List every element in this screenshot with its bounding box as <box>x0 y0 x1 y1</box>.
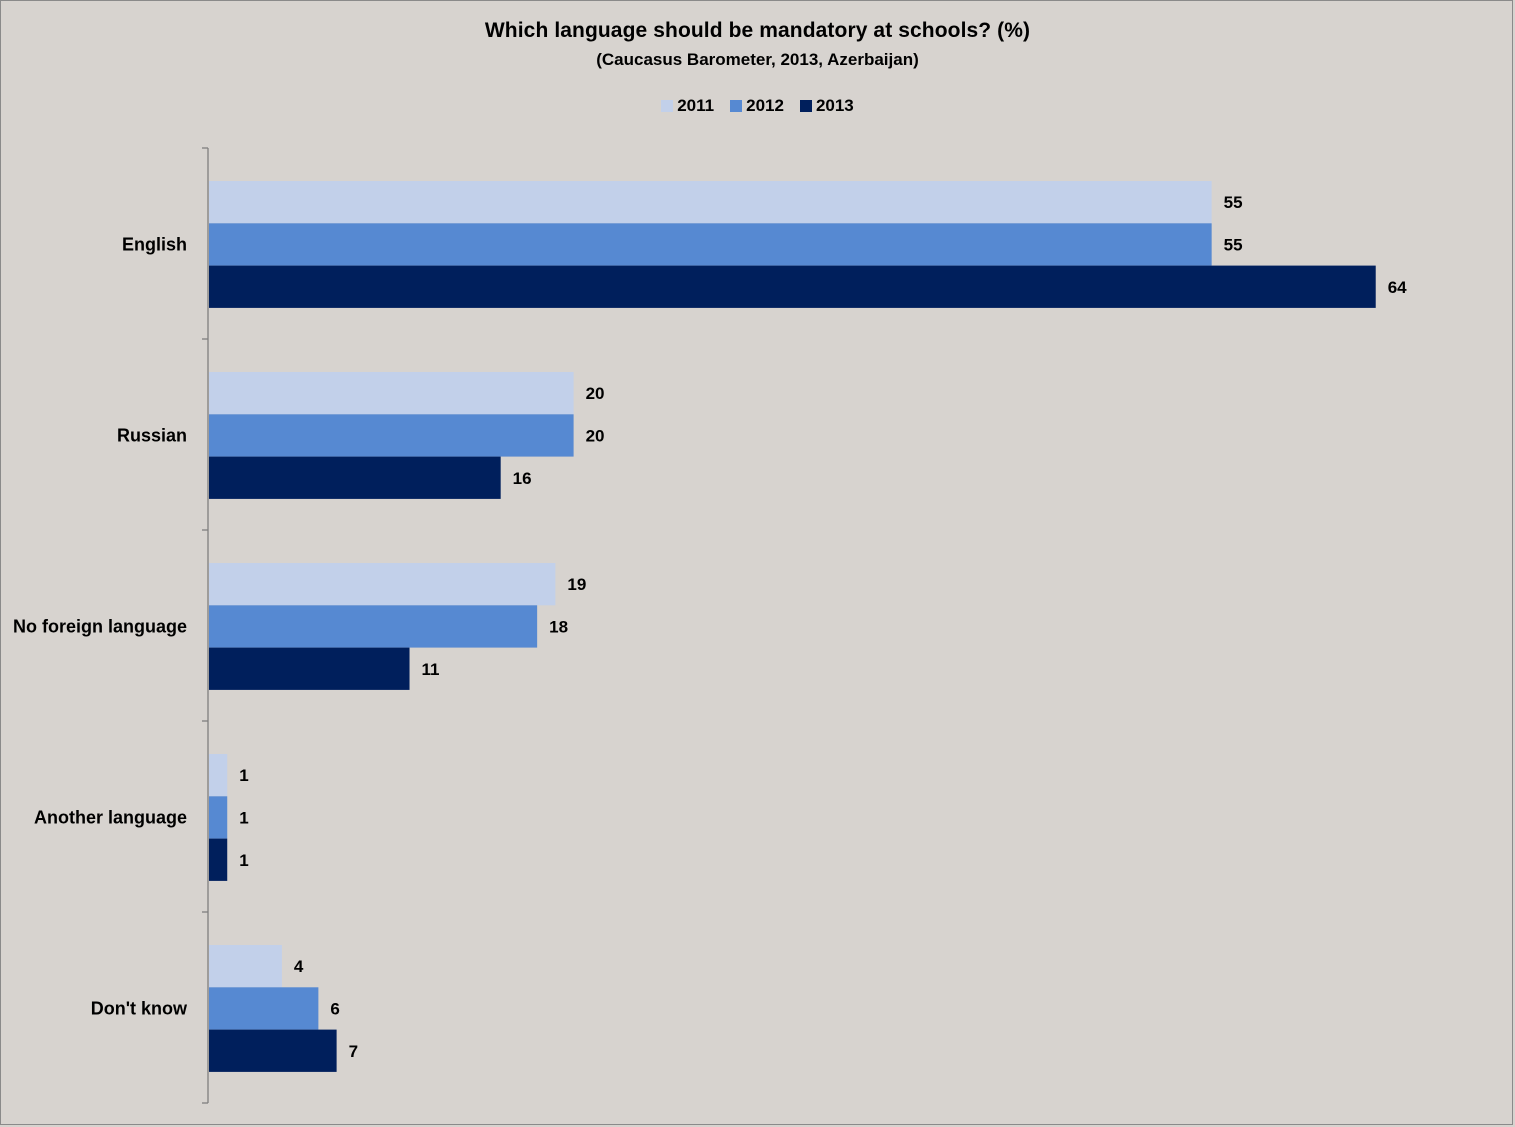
data-label: 7 <box>349 1042 358 1061</box>
data-label: 55 <box>1224 235 1243 254</box>
data-label: 16 <box>513 469 532 488</box>
chart-title: Which language should be mandatory at sc… <box>484 19 1031 42</box>
bar-2013 <box>209 1029 337 1072</box>
bar-2013 <box>209 265 1376 308</box>
data-label: 18 <box>549 617 568 636</box>
bar-2012 <box>209 987 319 1030</box>
bar-2012 <box>209 605 538 648</box>
legend-label-2013: 2013 <box>815 96 854 115</box>
legend-item-2013: 2013 <box>799 96 854 116</box>
category-label: Another language <box>34 807 187 827</box>
category-label: Don't know <box>91 998 188 1018</box>
legend-swatch-2013 <box>799 100 812 112</box>
data-label: 6 <box>330 999 339 1018</box>
data-label: 1 <box>239 851 248 870</box>
bar-2012 <box>209 796 228 839</box>
data-label: 55 <box>1224 193 1243 212</box>
data-label: 20 <box>586 384 605 403</box>
bar-2013 <box>209 456 501 499</box>
bar-2011 <box>209 181 1212 224</box>
data-label: 20 <box>586 426 605 445</box>
bar-2011 <box>209 754 228 797</box>
category-label: English <box>122 234 187 254</box>
legend-item-2012: 2012 <box>730 96 784 116</box>
bar-2012 <box>209 223 1212 266</box>
category-label: Russian <box>117 425 187 445</box>
legend-swatch-2011 <box>661 100 674 112</box>
bar-2013 <box>209 838 228 881</box>
legend: 2011 2012 2013 <box>0 96 1515 116</box>
data-label: 1 <box>239 808 248 827</box>
data-label: 4 <box>294 957 304 976</box>
chart-subtitle: (Caucasus Barometer, 2013, Azerbaijan) <box>596 50 919 69</box>
bar-2011 <box>209 372 574 415</box>
bar-2012 <box>209 414 574 457</box>
legend-item-2011: 2011 <box>661 96 714 116</box>
bar-2013 <box>209 647 410 690</box>
data-label: 11 <box>422 660 440 679</box>
data-label: 1 <box>239 766 248 785</box>
legend-label-2012: 2012 <box>746 96 784 115</box>
category-label: No foreign language <box>13 616 187 636</box>
bar-2011 <box>209 563 556 606</box>
data-label: 64 <box>1388 278 1407 297</box>
legend-swatch-2012 <box>730 100 743 112</box>
legend-label-2011: 2011 <box>677 96 715 115</box>
bar-2011 <box>209 945 282 988</box>
data-label: 19 <box>567 575 586 594</box>
